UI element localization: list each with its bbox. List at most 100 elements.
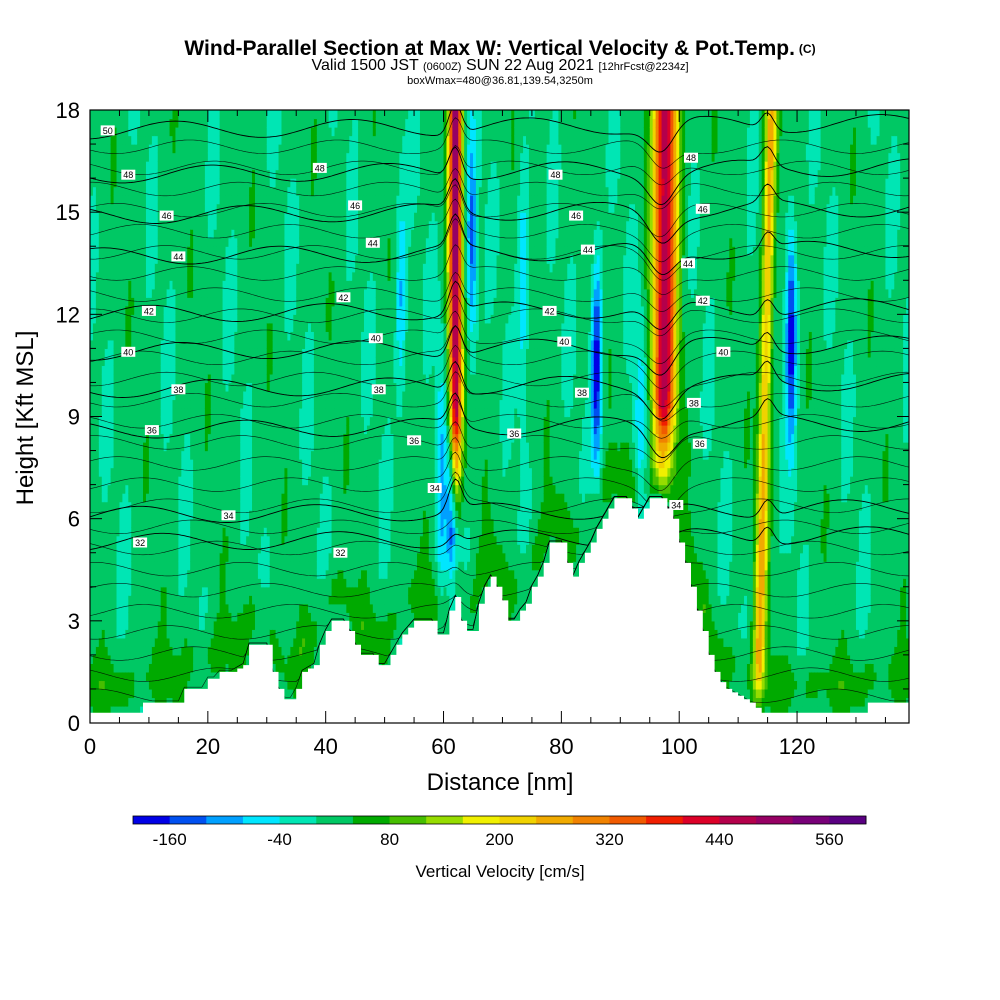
velocity-cell [110, 356, 115, 367]
velocity-cell [90, 442, 94, 452]
velocity-cell [113, 365, 118, 375]
velocity-cell [98, 433, 103, 443]
velocity-cell [134, 212, 138, 222]
velocity-cell [119, 322, 124, 332]
velocity-cell [125, 135, 129, 145]
velocity-cell [95, 484, 100, 494]
velocity-cell [101, 118, 106, 128]
velocity-cell [110, 348, 115, 358]
velocity-cell [101, 510, 106, 520]
velocity-cell [131, 637, 135, 647]
velocity-cell [113, 135, 118, 145]
velocity-cell [113, 118, 118, 128]
velocity-cell [101, 518, 106, 528]
velocity-cell [98, 161, 103, 171]
velocity-cell [125, 612, 129, 622]
velocity-cell [92, 603, 97, 613]
velocity-cell [128, 493, 132, 503]
velocity-cell [110, 399, 115, 409]
velocity-cell [131, 135, 135, 145]
velocity-cell [131, 459, 135, 469]
velocity-cell [95, 348, 100, 358]
velocity-cell [110, 254, 115, 264]
velocity-cell [131, 603, 135, 613]
velocity-cell [98, 518, 103, 528]
velocity-cell [140, 416, 144, 426]
velocity-cell [116, 705, 121, 716]
velocity-cell [140, 603, 144, 613]
velocity-cell [137, 527, 141, 537]
velocity-cell [107, 280, 112, 290]
velocity-cell [140, 203, 144, 213]
velocity-cell [131, 425, 135, 435]
velocity-cell [104, 356, 109, 367]
velocity-cell [137, 629, 141, 639]
velocity-cell [92, 135, 97, 145]
velocity-cell [125, 203, 129, 213]
velocity-cell [140, 442, 144, 452]
velocity-cell [122, 110, 126, 120]
velocity-cell [128, 407, 132, 418]
velocity-cell [137, 442, 141, 452]
velocity-cell [116, 450, 121, 460]
velocity-cell [125, 620, 129, 630]
velocity-cell [98, 476, 103, 486]
velocity-cell [131, 646, 135, 656]
velocity-cell [119, 680, 124, 690]
velocity-cell [131, 118, 135, 128]
velocity-cell [119, 263, 124, 273]
velocity-cell [92, 118, 97, 128]
velocity-cell [125, 229, 129, 239]
velocity-cell [113, 356, 118, 367]
velocity-cell [131, 552, 135, 562]
velocity-cell [119, 620, 124, 630]
velocity-cell [107, 118, 112, 128]
velocity-cell [101, 637, 106, 647]
velocity-cell [137, 339, 141, 349]
velocity-cell [110, 688, 115, 699]
velocity-cell [131, 527, 135, 537]
velocity-cell [128, 314, 132, 324]
velocity-cell [113, 161, 118, 171]
velocity-cell [110, 263, 115, 273]
velocity-cell [140, 484, 144, 494]
velocity-cell [95, 229, 100, 239]
velocity-cell [119, 671, 124, 682]
velocity-cell [128, 127, 132, 137]
velocity-cell [128, 646, 132, 656]
velocity-cell [119, 569, 124, 579]
velocity-cell [107, 663, 112, 673]
velocity-cell [90, 152, 94, 162]
velocity-cell [113, 169, 118, 179]
velocity-cell [90, 654, 94, 664]
velocity-cell [134, 203, 138, 213]
velocity-cell [95, 382, 100, 392]
velocity-cell [116, 110, 121, 120]
velocity-cell [140, 348, 144, 358]
velocity-cell [101, 331, 106, 341]
velocity-cell [92, 637, 97, 647]
velocity-cell [110, 246, 115, 256]
velocity-cell [128, 544, 132, 554]
velocity-cell [134, 288, 138, 298]
velocity-cell [92, 195, 97, 205]
velocity-cell [101, 314, 106, 324]
velocity-cell [137, 365, 141, 375]
velocity-cell [92, 663, 97, 673]
velocity-cell [125, 382, 129, 392]
velocity-cell [116, 288, 121, 298]
velocity-cell [90, 637, 94, 647]
velocity-cell [131, 484, 135, 494]
velocity-cell [107, 552, 112, 562]
velocity-cell [92, 697, 97, 707]
velocity-cell [116, 484, 121, 494]
velocity-cell [140, 586, 144, 596]
velocity-cell [101, 433, 106, 443]
velocity-cell [125, 501, 129, 511]
velocity-cell [101, 271, 106, 281]
velocity-cell [134, 476, 138, 486]
velocity-cell [140, 118, 144, 128]
velocity-cell [104, 365, 109, 375]
velocity-cell [90, 433, 94, 443]
velocity-cell [143, 629, 147, 639]
